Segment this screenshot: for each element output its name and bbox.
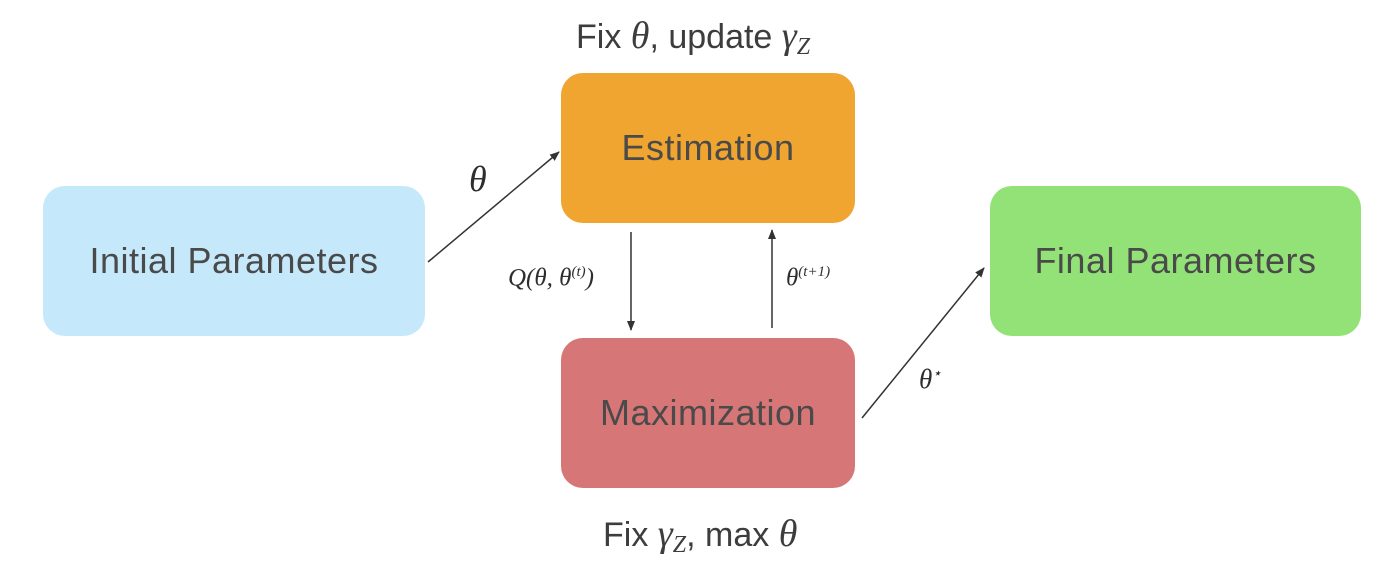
edge-label-q-function: Q(θ, θ(t)) — [508, 264, 594, 292]
maximization-label: Maximization — [599, 392, 817, 433]
maximization-box: Maximization — [561, 338, 855, 488]
estimation-box: Estimation — [561, 73, 855, 223]
initial-parameters-box: Initial Parameters — [43, 186, 425, 336]
final-parameters-label: Final Parameters — [1034, 240, 1317, 281]
edge-label-theta-next: θ(t+1) — [786, 264, 831, 292]
edge-label-theta-star: θ⋆ — [919, 364, 942, 394]
arrow-initial-to-estimation — [427, 151, 560, 263]
initial-parameters-label: Initial Parameters — [89, 240, 379, 281]
arrow-maximization-to-final — [861, 267, 985, 419]
estimation-step-caption: Fix θ, update γZ — [576, 15, 811, 60]
final-parameters-box: Final Parameters — [990, 186, 1361, 336]
edge-label-theta: θ — [469, 159, 487, 199]
maximization-step-caption: Fix γZ, max θ — [603, 513, 798, 558]
estimation-label: Estimation — [621, 127, 795, 168]
